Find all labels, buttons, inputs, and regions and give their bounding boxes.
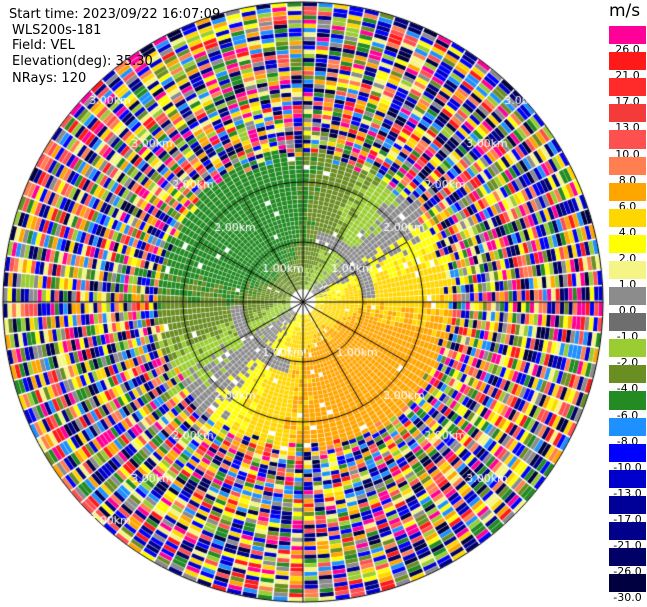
colorbar-tick-label: -30.0 (609, 592, 646, 605)
elevation-label: Elevation(deg): 35.30 (12, 54, 153, 69)
field-label: Field: VEL (12, 38, 75, 53)
instrument-label: WLS200s-181 (12, 23, 102, 38)
start-time-label: Start time: 2023/09/22 16:07:09 (9, 7, 221, 22)
nrays-label: NRays: 120 (12, 71, 87, 86)
colorbar-unit-label: m/s (609, 1, 641, 21)
